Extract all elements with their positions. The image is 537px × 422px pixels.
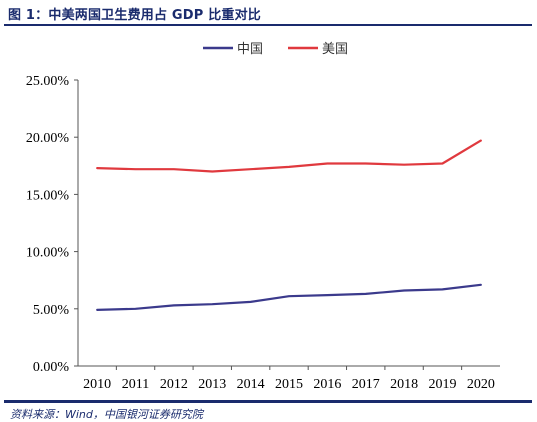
source-note: 资料来源：Wind，中国银河证券研究院: [10, 408, 203, 421]
series-line: [96, 283, 482, 311]
x-tick-labels: 2010 2011 2012 2013 2014 2015 2016 2017 2018 2019…: [83, 366, 495, 392]
y-tick-label: 10.00%: [26, 246, 70, 261]
y-tick-label: 0.00%: [33, 360, 70, 375]
y-tick-labels: 0.00% 5.00% 10.00% 15.00% 20.00% 25.00%: [26, 74, 78, 375]
y-tick-label: 20.00%: [26, 131, 70, 146]
y-tick-label: 5.00%: [33, 303, 70, 318]
x-tick-label: 2012: [160, 377, 188, 392]
title-rule: [4, 24, 532, 26]
chart-legend: 中国 美国: [203, 42, 348, 57]
series-line: [96, 139, 482, 173]
x-tick-label: 2018: [390, 377, 418, 392]
x-tick-label: 2019: [428, 377, 456, 392]
legend-label: 美国: [322, 42, 348, 57]
x-tick-label: 2010: [83, 377, 111, 392]
x-tick-label: 2017: [352, 377, 380, 392]
x-tick-label: 2015: [275, 377, 303, 392]
line-chart: 0.00%5.00%10.00%15.00%20.00%25.00% 2010 2…: [26, 42, 500, 392]
figure-title: 图 1：中美两国卫生费用占 GDP 比重对比: [8, 8, 262, 23]
y-tick-label: 25.00%: [26, 74, 70, 89]
chart-axes: [77, 80, 500, 367]
y-tick-label: 15.00%: [26, 188, 70, 203]
x-tick-label: 2011: [122, 377, 149, 392]
x-tick-label: 2020: [467, 377, 495, 392]
x-tick-label: 2014: [237, 377, 265, 392]
source-rule: [4, 400, 532, 403]
legend-label: 中国: [237, 42, 263, 57]
x-tick-label: 2016: [313, 377, 341, 392]
x-tick-label: 2013: [198, 377, 226, 392]
series-lines: [96, 139, 482, 311]
